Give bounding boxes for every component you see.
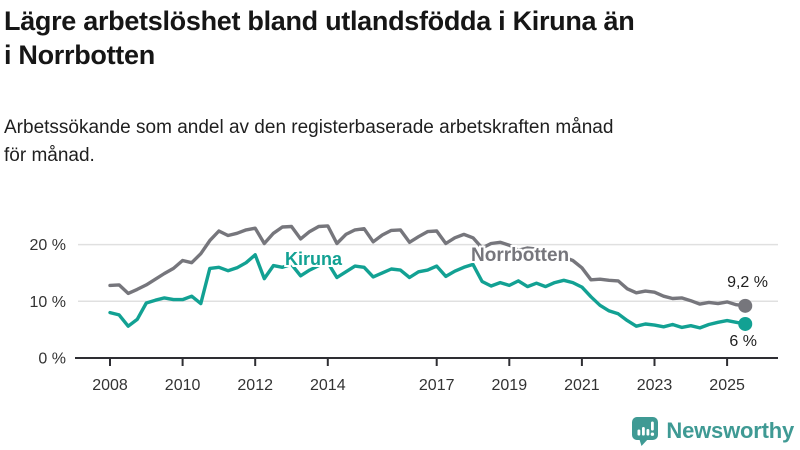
y-tick-label-20: 20 %: [30, 237, 66, 254]
end-value-norrbotten: 9,2 %: [727, 274, 768, 291]
series-line-norrbotten: [108, 224, 747, 308]
chart-title-line2: i Norrbotten: [4, 40, 155, 70]
x-tick-label-2010: 2010: [165, 377, 201, 394]
x-tick-label-2021: 2021: [564, 377, 600, 394]
newsworthy-logo[interactable]: Newsworthy: [631, 416, 794, 446]
x-tick-label-2014: 2014: [310, 377, 346, 394]
end-value-kiruna: 6 %: [729, 333, 757, 350]
x-tick-label-2025: 2025: [709, 377, 745, 394]
y-tick-label-0: 0 %: [38, 351, 66, 368]
end-dot-norrbotten: [738, 298, 753, 313]
x-tick-label-2012: 2012: [237, 377, 273, 394]
chart-subtitle-line2: för månad.: [4, 145, 95, 166]
x-tick-label-2017: 2017: [419, 377, 455, 394]
series-label-norrbotten: Norrbotten: [471, 245, 570, 266]
chart-title: Lägre arbetslöshet bland utlandsfödda i …: [4, 4, 784, 72]
series-label-kiruna: Kiruna: [285, 249, 343, 269]
chart-subtitle: Arbetssökande som andel av den registerb…: [4, 114, 784, 170]
chart-title-line1: Lägre arbetslöshet bland utlandsfödda i …: [4, 6, 635, 36]
x-tick-label-2019: 2019: [492, 377, 528, 394]
x-tick-label-2008: 2008: [92, 377, 128, 394]
series-line-kiruna: [108, 253, 747, 330]
newsworthy-logo-text: Newsworthy: [666, 418, 794, 443]
y-tick-label-10: 10 %: [30, 294, 66, 311]
chart-subtitle-line1: Arbetssökande som andel av den registerb…: [4, 117, 614, 138]
x-tick-label-2023: 2023: [637, 377, 673, 394]
end-dot-kiruna: [738, 316, 753, 331]
newsworthy-bubble-icon: [632, 417, 659, 446]
